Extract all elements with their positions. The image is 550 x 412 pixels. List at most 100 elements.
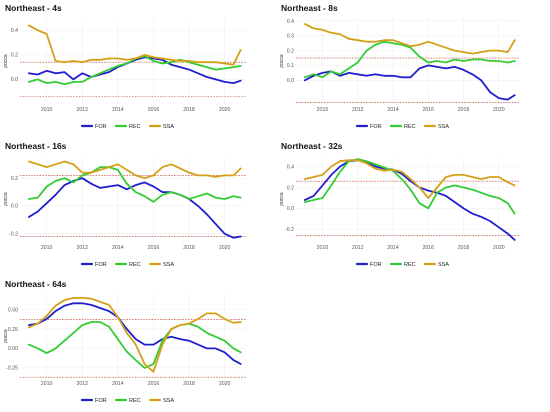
chart-panel-64s: Northeast - 64s ρocca 2010 2012 2014 2016 2018… bbox=[0, 276, 276, 412]
y-tick-label: 0.2 bbox=[287, 48, 294, 54]
x-tick-label: 2012 bbox=[77, 245, 89, 251]
chart-svg: Northeast - 8s ρocca 2010 2012 2014 2016 2018 2… bbox=[279, 3, 520, 130]
panel-title: Northeast - 32s bbox=[281, 141, 343, 151]
x-tick-label: 2018 bbox=[183, 245, 195, 251]
y-tick-label: 0.1 bbox=[287, 63, 294, 69]
y-tick-label: 0.4 bbox=[11, 28, 18, 34]
series-line-rec bbox=[28, 166, 242, 203]
x-tick-label: 2010 bbox=[41, 381, 53, 387]
series-line-for bbox=[28, 177, 242, 239]
y-axis-label: ρocca bbox=[3, 329, 9, 343]
legend: FOR REC SSA bbox=[355, 124, 449, 130]
x-tick-label: 2020 bbox=[219, 381, 231, 387]
x-tick-label: 2010 bbox=[317, 245, 329, 251]
x-tick-label: 2010 bbox=[41, 107, 53, 113]
panel-title: Northeast - 64s bbox=[5, 279, 67, 289]
legend-label-for: FOR bbox=[95, 398, 107, 404]
legend-label-for: FOR bbox=[370, 124, 382, 130]
series-line-ssa bbox=[28, 160, 242, 180]
legend: FOR REC SSA bbox=[80, 124, 174, 130]
x-tick-label: 2020 bbox=[219, 245, 231, 251]
x-tick-label: 2014 bbox=[387, 245, 399, 251]
x-tick-label: 2016 bbox=[148, 245, 160, 251]
panel-title: Northeast - 4s bbox=[5, 3, 62, 13]
series-line-rec bbox=[28, 321, 242, 369]
y-tick-label: 0.00 bbox=[8, 346, 18, 352]
x-tick-label: 2010 bbox=[41, 245, 53, 251]
y-axis-label: ρocca bbox=[3, 54, 9, 68]
y-tick-label: 0.4 bbox=[287, 19, 294, 25]
chart-panel-4s: Northeast - 4s ρocca 2010 2012 2014 2016 2018 2… bbox=[0, 0, 276, 138]
chart-panel-16s: Northeast - 16s ρocca 2010 2012 2014 2016 2018… bbox=[0, 138, 276, 276]
y-tick-label: 0.0 bbox=[287, 78, 294, 84]
x-tick-label: 2016 bbox=[148, 107, 160, 113]
x-tick-label: 2012 bbox=[77, 107, 89, 113]
chart-svg: Northeast - 4s ρocca 2010 2012 2014 2016 2018 2… bbox=[3, 3, 246, 130]
y-tick-label: 0.0 bbox=[11, 77, 18, 83]
series-line-for bbox=[303, 64, 516, 101]
legend-label-rec: REC bbox=[129, 262, 141, 268]
series-line-for bbox=[303, 159, 516, 241]
x-tick-label: 2016 bbox=[423, 107, 435, 113]
y-axis-label: ρocca bbox=[279, 192, 285, 206]
legend-label-for: FOR bbox=[370, 262, 382, 268]
gridlines bbox=[20, 156, 246, 242]
legend-label-ssa: SSA bbox=[163, 398, 174, 404]
series-line-ssa bbox=[28, 297, 242, 373]
y-axis-label: ρocca bbox=[3, 192, 9, 206]
panel-title: Northeast - 16s bbox=[5, 141, 67, 151]
legend: FOR REC SSA bbox=[80, 262, 174, 268]
legend-label-rec: REC bbox=[404, 262, 416, 268]
legend-label-ssa: SSA bbox=[163, 262, 174, 268]
y-tick-label: 0.0 bbox=[11, 204, 18, 210]
legend: FOR REC SSA bbox=[355, 262, 449, 268]
y-tick-label: 0.3 bbox=[287, 34, 294, 40]
y-tick-label: -0.2 bbox=[9, 231, 18, 237]
x-tick-label: 2020 bbox=[219, 107, 231, 113]
series-line-ssa bbox=[303, 159, 516, 199]
legend-label-ssa: SSA bbox=[438, 262, 449, 268]
x-tick-label: 2020 bbox=[493, 107, 505, 113]
x-tick-label: 2012 bbox=[77, 381, 89, 387]
x-tick-label: 2012 bbox=[352, 245, 364, 251]
legend-label-rec: REC bbox=[404, 124, 416, 130]
legend-label-ssa: SSA bbox=[438, 124, 449, 130]
x-tick-label: 2018 bbox=[458, 245, 470, 251]
x-tick-label: 2018 bbox=[458, 107, 470, 113]
x-tick-label: 2010 bbox=[317, 107, 329, 113]
series-line-ssa bbox=[303, 23, 516, 55]
y-tick-label: 0.25 bbox=[8, 327, 18, 333]
y-axis-label: ρocca bbox=[279, 54, 285, 68]
x-tick-label: 2020 bbox=[493, 245, 505, 251]
y-tick-label: 0.2 bbox=[11, 176, 18, 182]
panel-title: Northeast - 8s bbox=[281, 3, 338, 13]
x-tick-label: 2014 bbox=[112, 107, 124, 113]
x-tick-label: 2014 bbox=[387, 107, 399, 113]
x-tick-label: 2018 bbox=[183, 107, 195, 113]
x-tick-label: 2014 bbox=[112, 381, 124, 387]
legend: FOR REC SSA bbox=[80, 398, 174, 404]
y-tick-label: 0.50 bbox=[8, 307, 18, 313]
legend-label-for: FOR bbox=[95, 262, 107, 268]
x-tick-label: 2014 bbox=[112, 245, 124, 251]
x-tick-label: 2018 bbox=[183, 381, 195, 387]
gridlines bbox=[296, 156, 520, 242]
chart-panel-32s: Northeast - 32s ρocca 2010 2012 2014 2016 2018… bbox=[276, 138, 550, 276]
legend-label-ssa: SSA bbox=[163, 124, 174, 130]
series-line-rec bbox=[303, 40, 516, 79]
series-line-for bbox=[28, 56, 242, 84]
x-tick-label: 2016 bbox=[148, 381, 160, 387]
chart-svg: Northeast - 64s ρocca 2010 2012 2014 2016 2018… bbox=[3, 279, 246, 404]
chart-svg: Northeast - 16s ρocca 2010 2012 2014 2016 2018… bbox=[3, 141, 246, 268]
y-tick-label: 0.2 bbox=[11, 53, 18, 59]
x-tick-label: 2012 bbox=[352, 107, 364, 113]
y-tick-label: 0.4 bbox=[287, 164, 294, 170]
chart-svg: Northeast - 32s ρocca 2010 2012 2014 2016 2018… bbox=[279, 141, 520, 268]
y-tick-label: -0.2 bbox=[285, 227, 294, 233]
chart-panel-8s: Northeast - 8s ρocca 2010 2012 2014 2016 2018 2… bbox=[276, 0, 550, 138]
series-line-ssa bbox=[28, 24, 242, 66]
series-line-rec bbox=[303, 158, 516, 215]
y-tick-label: 0.0 bbox=[287, 206, 294, 212]
y-tick-label: 0.2 bbox=[287, 185, 294, 191]
x-tick-label: 2016 bbox=[423, 245, 435, 251]
